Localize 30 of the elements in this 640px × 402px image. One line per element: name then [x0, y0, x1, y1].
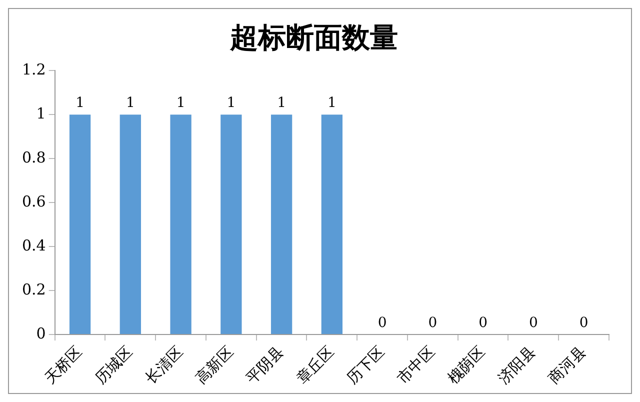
data-label: 1	[327, 95, 336, 112]
y-tick-label: 0	[36, 324, 46, 342]
y-tick-label: 0.6	[22, 192, 46, 210]
data-label: 1	[226, 95, 236, 112]
y-tick-label: 0.8	[22, 148, 46, 166]
data-label: 0	[478, 315, 488, 332]
y-tick-label: 0.2	[22, 280, 46, 298]
x-tick-label: 章丘区	[292, 342, 338, 388]
y-tick-label: 0.4	[22, 236, 46, 254]
x-tick-label: 高新区	[192, 342, 237, 388]
data-label: 1	[76, 95, 85, 112]
x-tick-label: 商河县	[544, 342, 590, 388]
x-tick-label: 天桥区	[41, 342, 86, 388]
data-label: 0	[579, 315, 588, 332]
y-tick-label: 1.2	[22, 60, 46, 78]
data-label: 0	[528, 315, 538, 332]
x-tick-label: 历下区	[343, 342, 388, 388]
data-label: 1	[277, 95, 286, 112]
data-label: 0	[378, 315, 387, 332]
data-label: 0	[428, 315, 438, 332]
y-tick-label: 1	[36, 104, 46, 122]
x-tick-label: 长清区	[142, 342, 186, 388]
data-label: 1	[176, 95, 186, 112]
x-tick-label: 济阳县	[494, 342, 540, 388]
x-tick-label: 槐荫区	[444, 342, 489, 388]
x-tick-label: 市中区	[394, 342, 438, 388]
data-label: 1	[126, 95, 135, 112]
x-tick-label: 平阴县	[242, 342, 288, 388]
chart-title: 超标断面数量	[229, 21, 398, 54]
x-tick-label: 历城区	[91, 342, 136, 388]
